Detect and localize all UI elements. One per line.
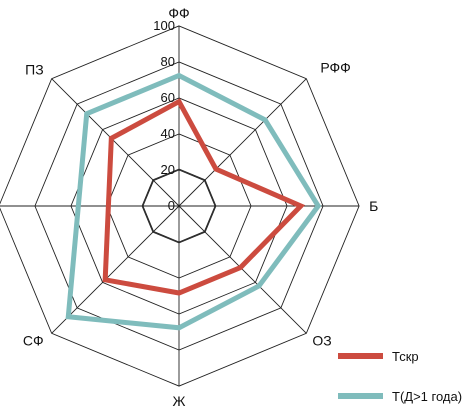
axis-label-1: ФФ: [168, 5, 189, 21]
tick-label-20: 20: [161, 162, 175, 177]
tick-label-60: 60: [161, 90, 175, 105]
axis-label-5: Ж: [173, 393, 186, 409]
legend: Тскр Т(Д>1 года): [338, 349, 462, 404]
axis-label-3: Б: [369, 198, 378, 214]
axis-label-2: РФФ: [320, 60, 350, 76]
axis-labels: ФФ РФФ Б ОЗ Ж СФ ПЗ: [23, 5, 378, 409]
axis-label-6: СФ: [23, 332, 44, 348]
grid-spoke-7: [51, 78, 180, 207]
radar-series: [65, 72, 322, 331]
radar-grid: [0, 25, 360, 387]
grid-spoke-3: [178, 205, 307, 334]
legend-label-1: Тскр: [392, 349, 419, 364]
tick-label-40: 40: [161, 126, 175, 141]
series-line-1: [102, 98, 306, 296]
grid-spoke-5: [51, 205, 180, 334]
legend-label-2: Т(Д>1 года): [392, 389, 462, 404]
axis-label-4: ОЗ: [312, 332, 331, 348]
tick-labels: 0 20 40 60 80 100: [153, 18, 175, 213]
axis-label-7: ПЗ: [25, 62, 44, 78]
series-line-2: [65, 72, 322, 331]
tick-label-0: 0: [168, 198, 175, 213]
tick-label-80: 80: [161, 54, 175, 69]
tick-label-100: 100: [153, 18, 175, 33]
grid-spoke-1: [178, 78, 307, 207]
